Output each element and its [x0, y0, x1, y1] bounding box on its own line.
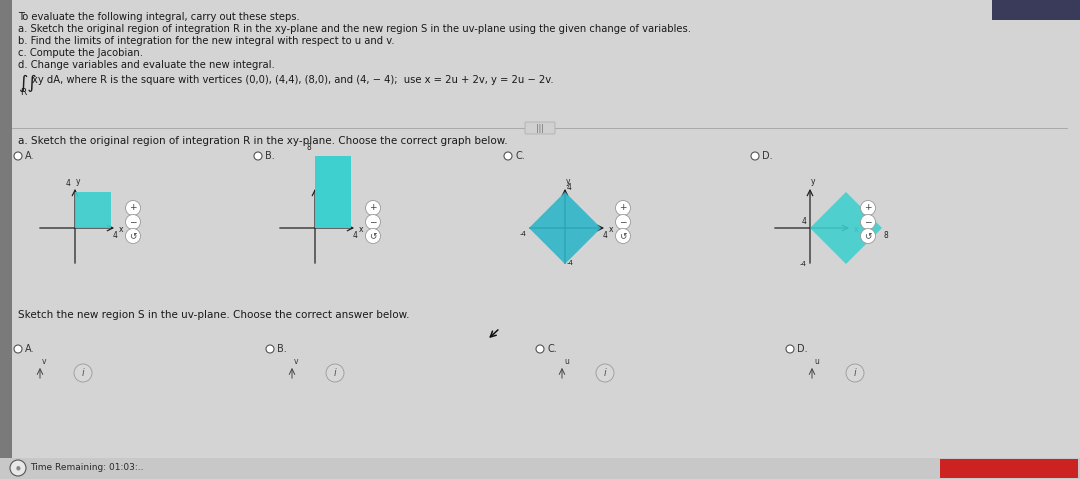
Bar	[993, 0, 1080, 20]
Bar	[0, 0, 12, 479]
Circle shape	[125, 228, 140, 243]
Text: 8: 8	[885, 231, 889, 240]
Text: u: u	[564, 357, 569, 366]
Text: a. Sketch the original region of integration R in the xy-plane and the new regio: a. Sketch the original region of integra…	[18, 24, 691, 34]
Text: b. Find the limits of integration for the new integral with respect to u and v.: b. Find the limits of integration for th…	[18, 36, 394, 46]
Circle shape	[75, 364, 92, 382]
Circle shape	[596, 364, 615, 382]
Text: -4: -4	[800, 261, 807, 267]
Text: 4: 4	[603, 231, 608, 240]
Circle shape	[846, 364, 864, 382]
Circle shape	[14, 152, 22, 160]
Text: xy dA, where R is the square with vertices (0,0), (4,4), (8,0), and (4, − 4);  u: xy dA, where R is the square with vertic…	[32, 75, 554, 85]
Text: y: y	[811, 177, 815, 186]
Text: B.: B.	[265, 151, 274, 161]
Text: ●: ●	[15, 466, 21, 470]
Text: x: x	[359, 225, 364, 233]
Text: -4: -4	[567, 260, 573, 266]
Bar	[0, 458, 1080, 479]
Text: D.: D.	[797, 344, 808, 354]
Bar	[940, 459, 1078, 478]
Circle shape	[616, 201, 631, 216]
Text: +: +	[369, 204, 377, 213]
Text: A.: A.	[25, 151, 35, 161]
Text: +: +	[619, 204, 626, 213]
Text: ↺: ↺	[864, 231, 872, 240]
Text: a. Sketch the original region of integration R in the xy-plane. Choose the corre: a. Sketch the original region of integra…	[18, 136, 508, 146]
Text: x: x	[609, 225, 613, 233]
Text: Time Remaining: 01:03:..: Time Remaining: 01:03:..	[30, 464, 144, 472]
Text: x: x	[119, 225, 123, 233]
Polygon shape	[529, 192, 600, 264]
Text: Sketch the new region S in the uv-plane. Choose the correct answer below.: Sketch the new region S in the uv-plane.…	[18, 310, 409, 320]
Text: ∫∫: ∫∫	[18, 74, 37, 92]
Text: 4: 4	[353, 231, 357, 240]
Circle shape	[751, 152, 759, 160]
Circle shape	[254, 152, 262, 160]
Text: 4: 4	[567, 183, 572, 192]
Polygon shape	[810, 192, 882, 264]
Text: −: −	[130, 217, 137, 227]
Text: 4: 4	[66, 179, 71, 188]
Text: −: −	[864, 217, 872, 227]
Text: +: +	[130, 204, 137, 213]
Text: c. Compute the Jacobian.: c. Compute the Jacobian.	[18, 48, 143, 58]
Text: |||: |||	[536, 124, 544, 133]
Circle shape	[365, 215, 380, 229]
Text: A.: A.	[25, 344, 35, 354]
Bar	[315, 156, 351, 228]
Circle shape	[14, 345, 22, 353]
Circle shape	[786, 345, 794, 353]
Text: D.: D.	[762, 151, 772, 161]
Text: To evaluate the following integral, carry out these steps.: To evaluate the following integral, carr…	[18, 12, 300, 22]
Circle shape	[365, 228, 380, 243]
Circle shape	[125, 215, 140, 229]
Text: v: v	[42, 357, 46, 366]
Text: 4: 4	[113, 231, 118, 240]
Circle shape	[125, 201, 140, 216]
Circle shape	[616, 228, 631, 243]
FancyBboxPatch shape	[525, 122, 555, 134]
Text: ↺: ↺	[130, 231, 137, 240]
Text: i: i	[82, 368, 84, 378]
Text: R: R	[21, 88, 26, 97]
Text: C.: C.	[546, 344, 557, 354]
Circle shape	[861, 201, 876, 216]
Text: +: +	[864, 204, 872, 213]
Text: y: y	[76, 177, 81, 186]
Text: y: y	[566, 177, 570, 186]
Text: 8: 8	[307, 143, 311, 152]
Bar	[75, 192, 111, 228]
Text: -4: -4	[521, 231, 527, 237]
Text: x: x	[854, 225, 859, 233]
Circle shape	[861, 228, 876, 243]
Circle shape	[10, 460, 26, 476]
Text: 4: 4	[802, 217, 807, 226]
Text: i: i	[604, 368, 606, 378]
Text: i: i	[853, 368, 856, 378]
Text: y: y	[316, 177, 321, 186]
Text: B.: B.	[276, 344, 287, 354]
Text: v: v	[294, 357, 298, 366]
Text: ↺: ↺	[619, 231, 626, 240]
Text: C.: C.	[515, 151, 525, 161]
Circle shape	[266, 345, 274, 353]
Circle shape	[504, 152, 512, 160]
Text: i: i	[334, 368, 336, 378]
Text: −: −	[369, 217, 377, 227]
Text: ↺: ↺	[369, 231, 377, 240]
Circle shape	[326, 364, 345, 382]
Circle shape	[861, 215, 876, 229]
Circle shape	[616, 215, 631, 229]
Text: u: u	[814, 357, 819, 366]
Text: −: −	[619, 217, 626, 227]
Circle shape	[536, 345, 544, 353]
Text: d. Change variables and evaluate the new integral.: d. Change variables and evaluate the new…	[18, 60, 274, 70]
Circle shape	[365, 201, 380, 216]
Bar	[12, 127, 1068, 128]
Bar	[315, 156, 351, 228]
